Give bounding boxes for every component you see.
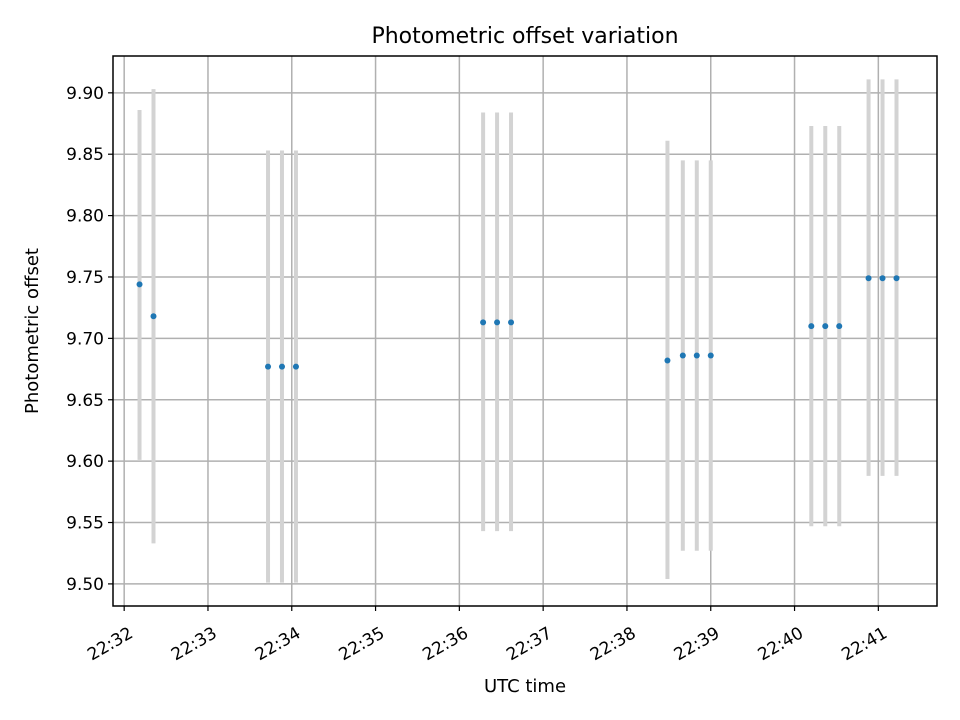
- y-tick-label: 9.75: [66, 268, 104, 288]
- data-point: [679, 352, 686, 359]
- x-axis-label: UTC time: [484, 676, 566, 697]
- data-points: [136, 275, 900, 370]
- data-point: [693, 352, 700, 359]
- data-point: [822, 323, 829, 330]
- data-point: [150, 313, 157, 320]
- data-point: [707, 352, 714, 359]
- data-point: [893, 275, 900, 282]
- y-tick-label: 9.50: [66, 575, 104, 595]
- y-tick-label: 9.60: [66, 452, 104, 472]
- y-tick-label: 9.55: [66, 514, 104, 534]
- y-axis-label: Photometric offset: [22, 248, 43, 414]
- data-point: [480, 319, 487, 326]
- y-axis-ticks: 9.50 9.55 9.60 9.65 9.70 9.75 9.80 9.85 9.90: [66, 84, 113, 595]
- data-point: [292, 363, 299, 370]
- data-point: [664, 357, 671, 364]
- y-tick-label: 9.70: [66, 329, 104, 349]
- data-point: [865, 275, 872, 282]
- plot-frame: [112, 55, 938, 607]
- y-tick-label: 9.65: [66, 391, 104, 411]
- data-point: [836, 323, 843, 330]
- y-tick-label: 9.80: [66, 207, 104, 227]
- data-point: [508, 319, 515, 326]
- data-point: [136, 281, 143, 288]
- data-point: [494, 319, 501, 326]
- y-tick-label: 9.90: [66, 84, 104, 104]
- data-point: [879, 275, 886, 282]
- data-point: [278, 363, 285, 370]
- data-point: [265, 363, 272, 370]
- grid-lines: [113, 56, 937, 606]
- y-tick-label: 9.85: [66, 145, 104, 165]
- chart-title: Photometric offset variation: [371, 24, 678, 49]
- data-point: [808, 323, 815, 330]
